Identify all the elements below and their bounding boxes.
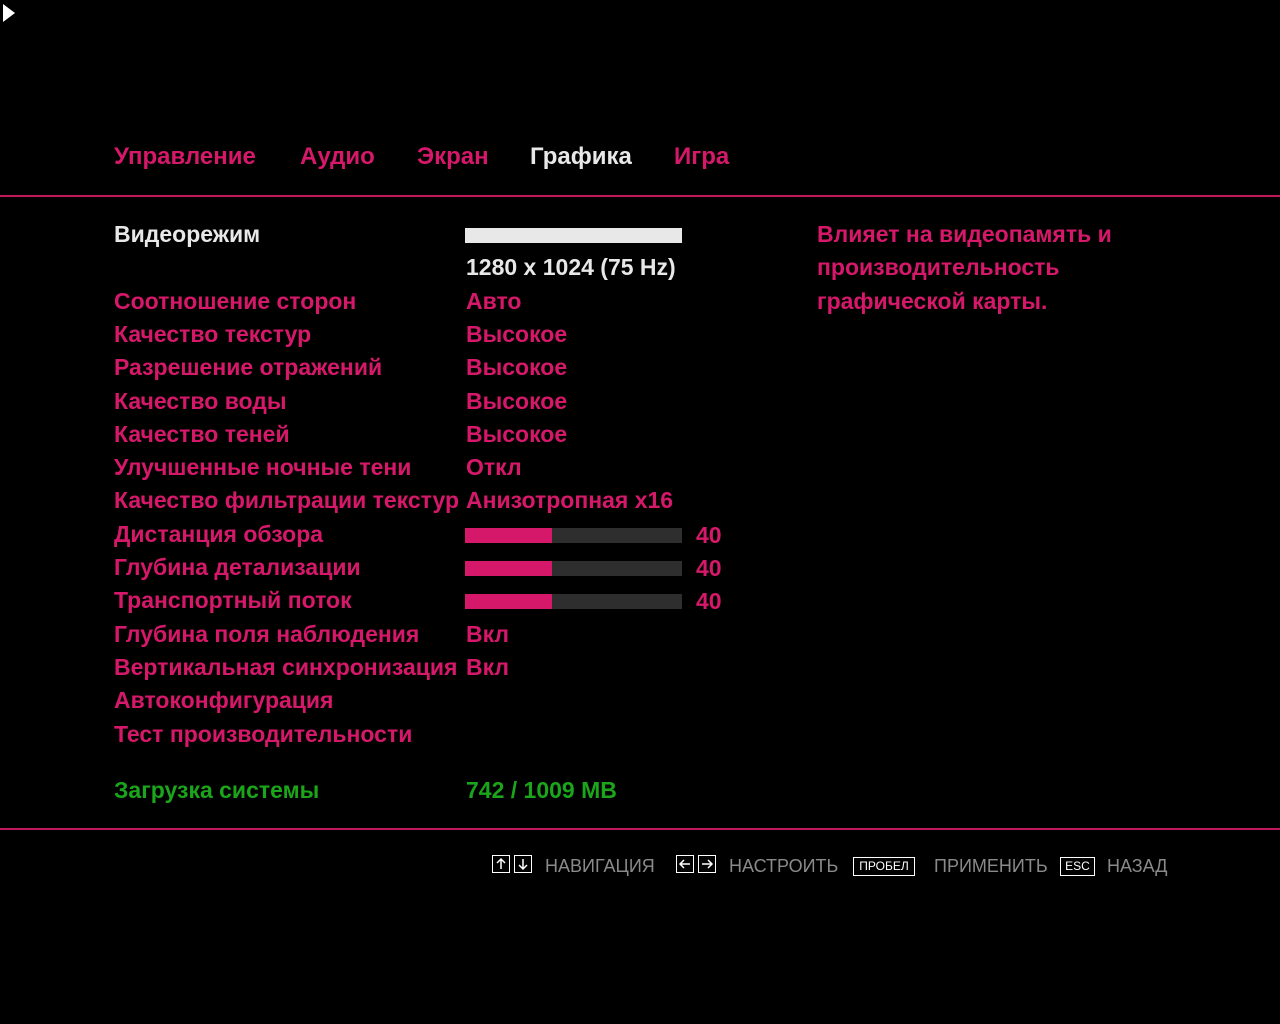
key-badge: ПРОБЕЛ xyxy=(853,857,915,876)
tab[interactable]: Графика xyxy=(530,143,632,170)
setting-label[interactable]: Качество теней xyxy=(114,420,290,447)
setting-value: Высокое xyxy=(466,354,568,381)
slider-track xyxy=(465,594,682,610)
slider-value: 40 xyxy=(696,555,722,581)
slider-track xyxy=(465,527,682,543)
setting-label[interactable]: Глубина детализации xyxy=(114,554,361,580)
slider-value: 40 xyxy=(696,521,722,548)
hint-label: ПРИМЕНИТЬ xyxy=(934,856,1048,876)
setting-label[interactable]: Качество текстур xyxy=(114,320,312,347)
setting-label[interactable]: Транспортный поток xyxy=(114,587,352,614)
nav-keys-icon xyxy=(492,855,532,873)
setting-label[interactable]: Соотношение сторон xyxy=(114,287,357,314)
setting-label[interactable]: Глубина поля наблюдения xyxy=(114,620,420,647)
slider-track xyxy=(465,561,682,576)
system-load-label: Загрузка системы xyxy=(114,777,320,803)
setting-label[interactable]: Улучшенные ночные тени xyxy=(114,454,412,481)
setting-value: Высокое xyxy=(466,387,568,414)
hint-label: НАСТРОИТЬ xyxy=(729,856,839,876)
divider xyxy=(0,195,1280,197)
setting-value: Высокое xyxy=(466,320,568,347)
hint-label: НАЗАД xyxy=(1107,856,1168,876)
setting-label[interactable]: Разрешение отражений xyxy=(114,354,383,381)
mode-bar xyxy=(465,228,682,243)
tab[interactable]: Управление xyxy=(114,143,256,170)
setting-value: 1280 x 1024 (75 Hz) xyxy=(466,254,676,281)
setting-value: Вкл xyxy=(466,653,510,680)
setting-label[interactable]: Качество фильтрации текстур xyxy=(114,487,460,514)
slider-fill xyxy=(465,594,552,610)
setting-label[interactable]: Видеорежим xyxy=(114,221,261,247)
slider-value: 40 xyxy=(696,588,722,615)
setting-value: Вкл xyxy=(466,620,510,647)
setting-label[interactable]: Вертикальная синхронизация xyxy=(114,653,458,680)
slider-fill xyxy=(465,561,552,576)
setting-value: Высокое xyxy=(466,420,568,447)
description: Влияет на видеопамять и производительнос… xyxy=(817,221,1112,314)
adjust-keys-icon xyxy=(676,855,716,873)
setting-label[interactable]: Дистанция обзора xyxy=(114,520,324,547)
setting-value: Анизотропная x16 xyxy=(466,487,674,514)
tab[interactable]: Игра xyxy=(674,143,730,170)
slider-fill xyxy=(465,527,552,543)
cursor xyxy=(3,4,15,22)
system-load-value: 742 / 1009 MB xyxy=(466,777,617,803)
setting-value: Откл xyxy=(466,454,522,481)
setting-value: Авто xyxy=(466,287,522,314)
setting-label[interactable]: Тест производительности xyxy=(114,720,413,747)
hint-label: НАВИГАЦИЯ xyxy=(545,856,655,876)
tab[interactable]: Экран xyxy=(417,143,489,170)
divider xyxy=(0,828,1280,830)
setting-label[interactable]: Качество воды xyxy=(114,387,287,414)
setting-label[interactable]: Автоконфигурация xyxy=(114,687,334,714)
key-badge: ESC xyxy=(1060,857,1095,876)
tab[interactable]: Аудио xyxy=(300,143,375,170)
